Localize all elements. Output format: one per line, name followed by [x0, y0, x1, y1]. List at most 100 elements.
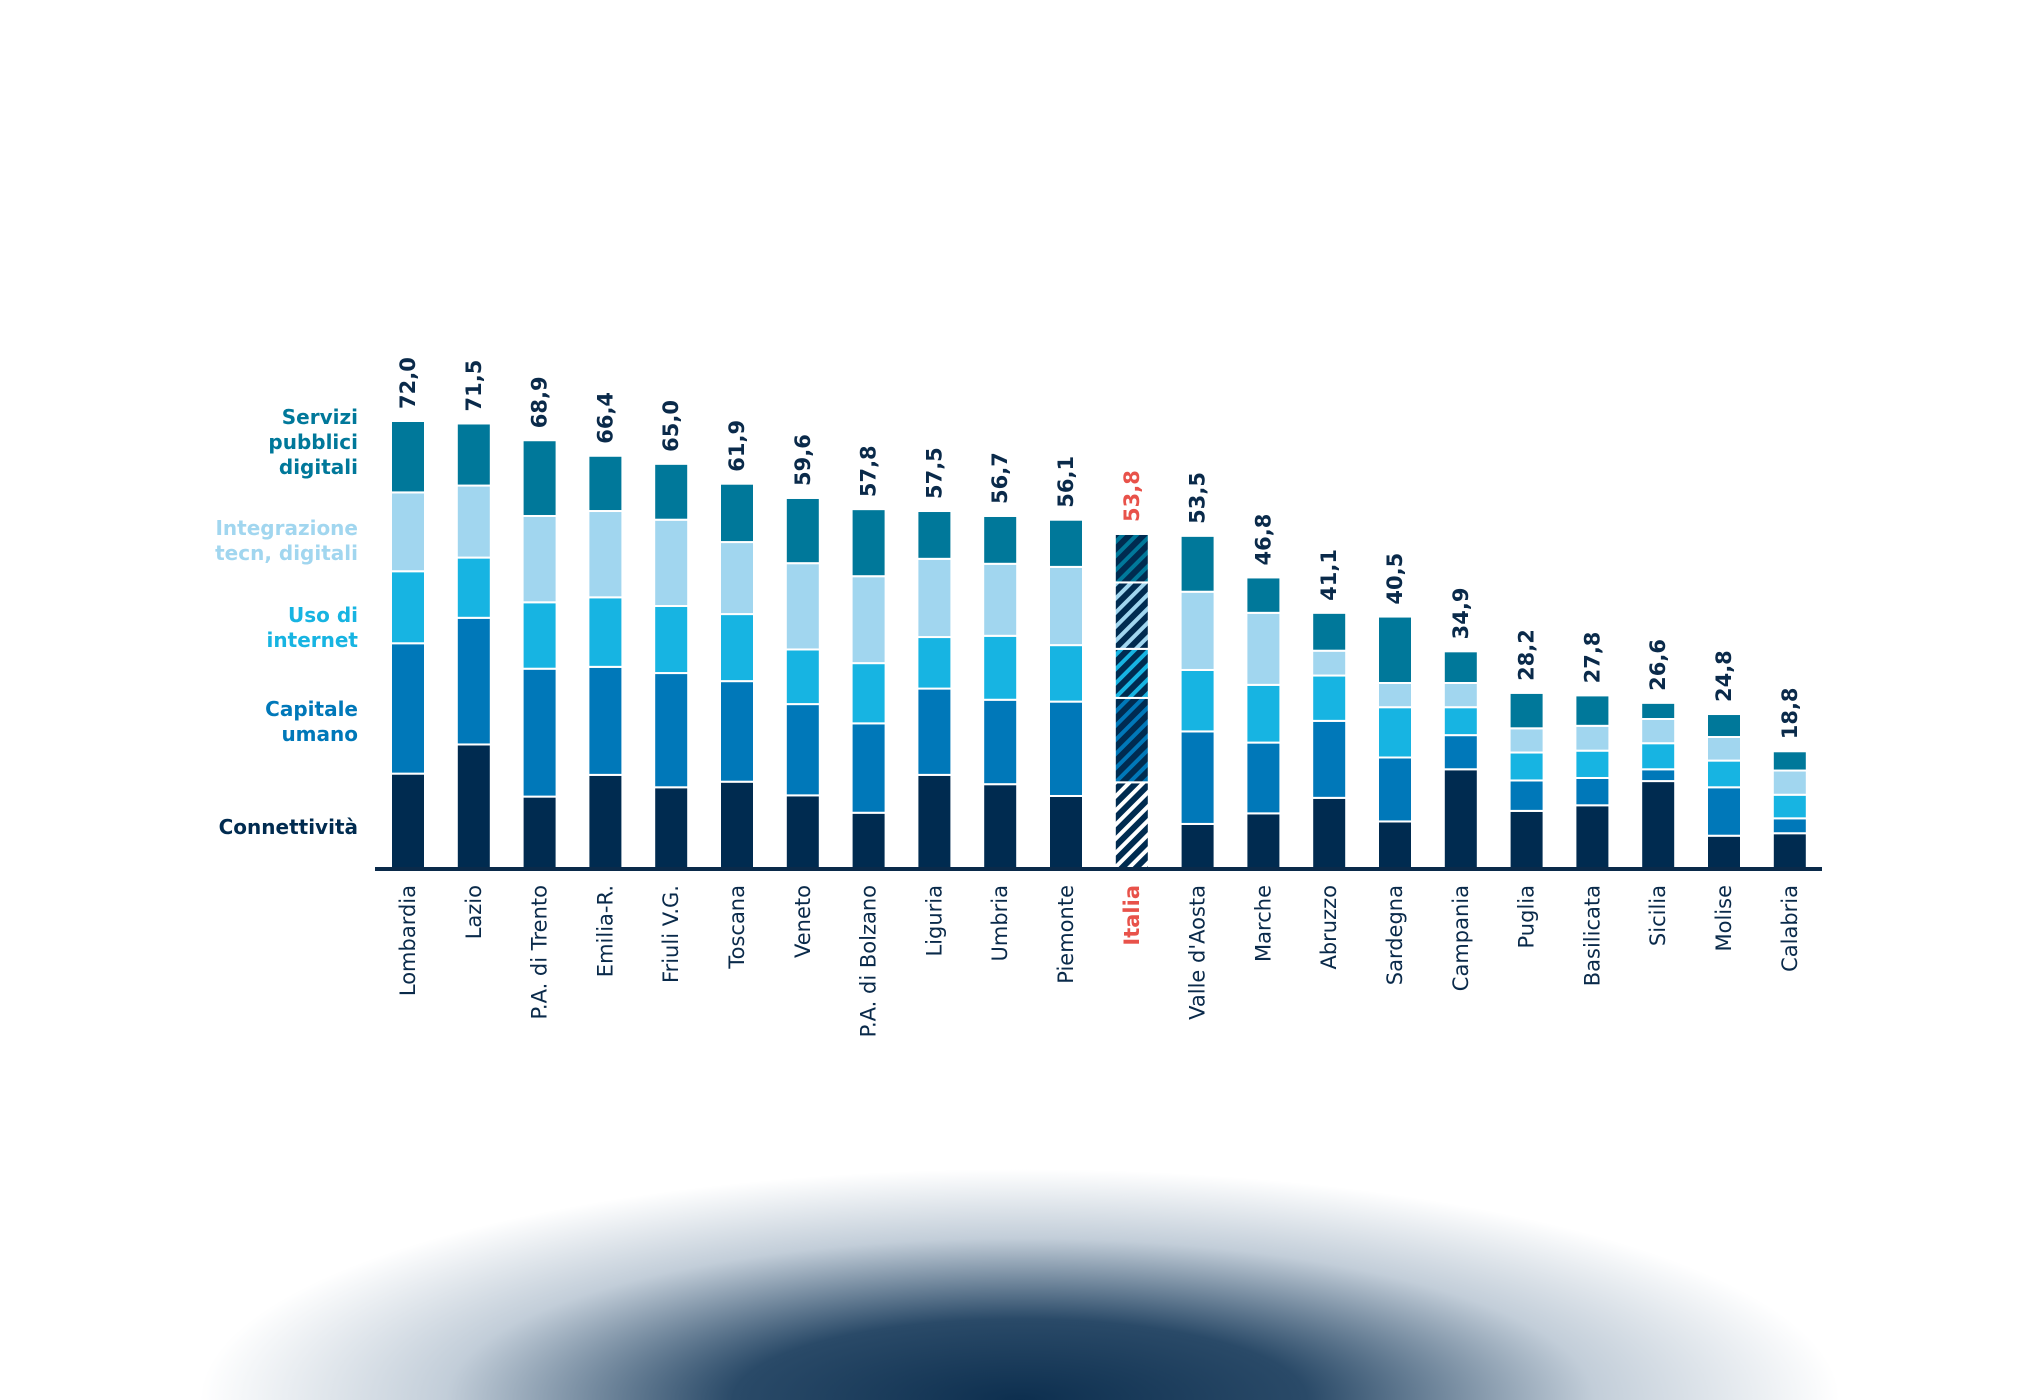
- bar-segment: [1311, 649, 1348, 677]
- bar-segment: [916, 557, 953, 639]
- bar-segment: [1179, 534, 1216, 593]
- bar-segment: [1706, 759, 1742, 789]
- category-label: Liguria: [922, 885, 946, 957]
- bar-segment: [850, 662, 887, 725]
- value-label: 57,5: [922, 447, 946, 499]
- bar-segment: [719, 482, 755, 544]
- legend-uso-di-internet: Uso di internet: [266, 603, 358, 652]
- value-label: 28,2: [1515, 629, 1539, 681]
- bar-segment: [1245, 611, 1282, 686]
- bar-segment: [982, 634, 1019, 701]
- value-label: 53,5: [1186, 472, 1210, 524]
- category-label: Basilicata: [1580, 885, 1604, 986]
- category-label: Abruzzo: [1317, 885, 1341, 970]
- value-label: 56,7: [988, 452, 1012, 504]
- bar-segment: [1442, 650, 1479, 684]
- bar-segment: [1640, 742, 1677, 771]
- value-label: 68,9: [528, 376, 552, 428]
- bar-segment: [1640, 768, 1677, 783]
- value-label: 59,6: [791, 434, 815, 486]
- legend-connettivita: Connettività: [218, 815, 358, 839]
- bar-segment: [1771, 793, 1808, 820]
- category-label: Umbria: [988, 885, 1012, 962]
- bar-segment: [521, 795, 558, 870]
- bar-segment: [1245, 741, 1282, 815]
- bar-segment: [850, 575, 887, 665]
- bar-segment: [1179, 668, 1216, 733]
- value-label: 65,0: [659, 400, 683, 452]
- bar-segment: [1377, 706, 1413, 759]
- bar-segment: [1706, 736, 1742, 762]
- bar-segment: [455, 743, 492, 869]
- category-label: Sicilia: [1646, 885, 1670, 946]
- value-label: 18,8: [1778, 687, 1802, 739]
- category-label: Emilia-R.: [593, 885, 617, 977]
- bar-segment: [521, 601, 558, 670]
- bar-segment: [1048, 644, 1084, 703]
- category-label: Veneto: [791, 885, 815, 958]
- bar-segment: [1442, 681, 1479, 709]
- bar-segment: [390, 570, 426, 645]
- bar-segment: [1640, 701, 1677, 721]
- category-label: P.A. di Bolzano: [857, 885, 881, 1037]
- bar-segment: [390, 772, 426, 870]
- bar-segment: [455, 616, 492, 746]
- bar-segment: [1377, 820, 1413, 869]
- bar-segment: [1113, 696, 1150, 784]
- bar-segment: [916, 636, 953, 690]
- bar-segment: [455, 484, 492, 559]
- bar-segment: [1508, 809, 1545, 870]
- bar-segment: [587, 773, 624, 869]
- bar-segment: [1113, 647, 1150, 699]
- bar-segment: [1706, 786, 1742, 837]
- category-label: Lazio: [462, 885, 486, 939]
- bar-segment: [982, 514, 1019, 565]
- bar-segment: [784, 562, 821, 651]
- bar-segment: [916, 687, 953, 776]
- bar-segment: [1771, 769, 1808, 796]
- bar-segment: [653, 605, 690, 675]
- bar-segment: [653, 518, 690, 608]
- bar-segment: [1048, 565, 1084, 647]
- value-label: 61,9: [725, 420, 749, 472]
- bar-segment: [1771, 817, 1808, 835]
- bar-segment: [521, 514, 558, 604]
- bar-segment: [1245, 576, 1282, 614]
- bar-segment: [982, 698, 1019, 786]
- bar-segment: [1771, 832, 1808, 870]
- bar-segment: [1508, 727, 1545, 754]
- category-label: Campania: [1449, 885, 1473, 991]
- bar-segment: [521, 439, 558, 517]
- category-label: Calabria: [1778, 885, 1802, 972]
- bar-segment: [1048, 794, 1084, 870]
- category-label: Molise: [1712, 885, 1736, 952]
- bar-segment: [850, 811, 887, 870]
- category-label: Toscana: [725, 885, 749, 970]
- category-label: Valle d'Aosta: [1186, 885, 1210, 1020]
- bar-segment: [1508, 751, 1545, 782]
- bar-segment: [982, 783, 1019, 869]
- bar-segment: [1377, 756, 1413, 823]
- value-label: 56,1: [1054, 456, 1078, 508]
- bar-segment: [1442, 768, 1479, 869]
- value-label: 72,0: [396, 357, 420, 409]
- bar-segment: [390, 491, 426, 573]
- bar-segment: [1771, 750, 1808, 772]
- bar-segment: [1442, 706, 1479, 737]
- bar-segment: [455, 422, 492, 487]
- bar-segment: [1574, 749, 1611, 779]
- bar-segment: [719, 680, 755, 783]
- bar-segment: [390, 420, 426, 494]
- stacked-bar-chart: 72,0 Lombardia 71,5 Lazio 68,9 P.A. di Trento…: [375, 357, 1822, 1037]
- bar-segment: [850, 722, 887, 814]
- bar-segment: [587, 596, 624, 668]
- bar-segment: [1311, 611, 1348, 652]
- bar-segment: [1377, 681, 1413, 709]
- category-label: P.A. di Trento: [528, 885, 552, 1019]
- bar-segment: [1245, 683, 1282, 744]
- bar-segment: [1311, 719, 1348, 799]
- legend-servizi-pubblici-digitali: Servizi pubblici digitali: [268, 405, 358, 479]
- bar-segment: [587, 665, 624, 776]
- bar-segment: [1048, 518, 1084, 568]
- bar-segment: [521, 667, 558, 798]
